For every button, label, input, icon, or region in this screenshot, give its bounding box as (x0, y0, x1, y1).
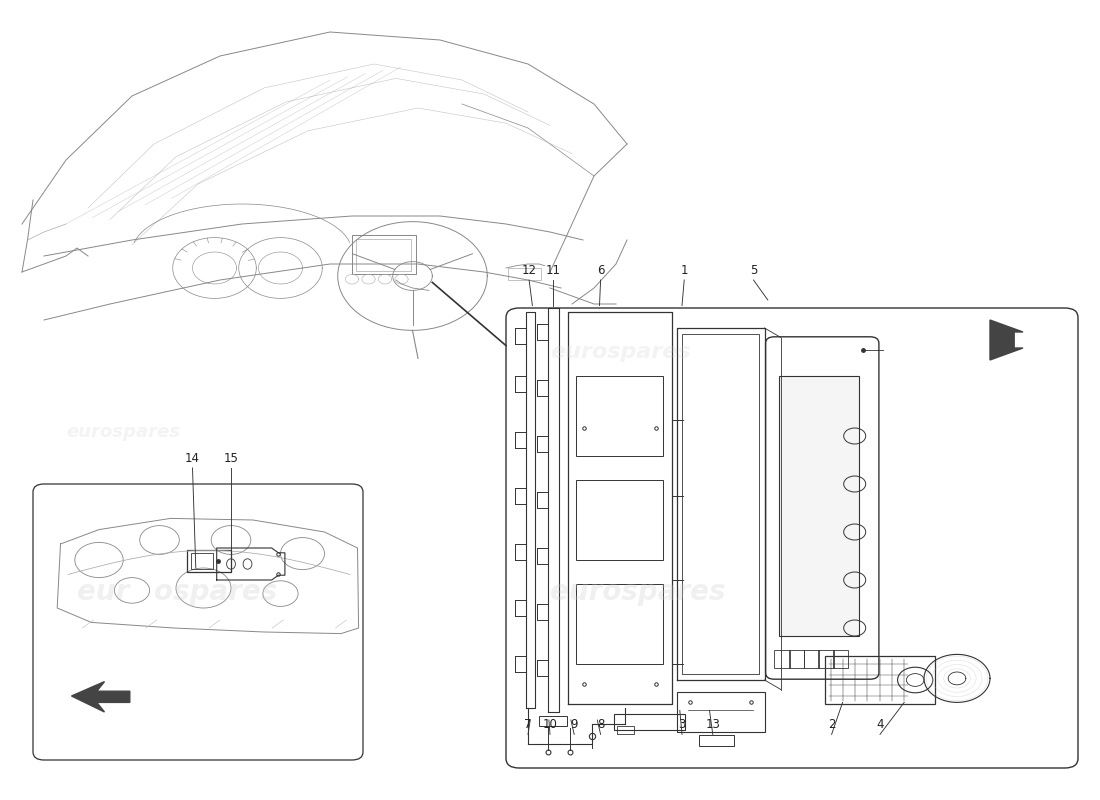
Bar (576, 376, 663, 456)
Polygon shape (990, 320, 1023, 360)
Bar (789, 650, 804, 668)
Text: 5: 5 (750, 264, 757, 277)
Bar (191, 553, 213, 569)
Bar (187, 550, 231, 572)
Text: 6: 6 (597, 264, 604, 277)
Bar (576, 584, 663, 664)
Text: 9: 9 (571, 718, 578, 731)
Text: 13: 13 (705, 718, 720, 731)
Text: 8: 8 (597, 718, 604, 731)
Bar (539, 716, 566, 726)
Text: eurospares: eurospares (66, 423, 180, 441)
Text: 10: 10 (542, 718, 558, 731)
Bar (682, 334, 759, 674)
Text: eur: eur (77, 578, 130, 606)
Text: 11: 11 (546, 264, 561, 277)
Bar (779, 376, 859, 636)
Bar (698, 735, 734, 746)
Text: 4: 4 (877, 718, 883, 731)
Text: 1: 1 (681, 264, 688, 277)
Bar (833, 650, 848, 668)
Polygon shape (72, 682, 130, 712)
Text: 3: 3 (679, 718, 685, 731)
Bar (818, 650, 834, 668)
Bar (676, 692, 764, 732)
Text: 2: 2 (828, 718, 835, 731)
Bar (352, 235, 416, 274)
Bar (356, 239, 411, 271)
Bar (614, 714, 685, 730)
Bar (508, 268, 541, 280)
Text: 7: 7 (525, 718, 531, 731)
Bar (617, 726, 634, 734)
Text: 12: 12 (521, 264, 537, 277)
Bar (825, 656, 935, 704)
Text: eurospares: eurospares (550, 578, 726, 606)
Text: eurospares: eurospares (550, 342, 691, 362)
Bar (774, 650, 790, 668)
Bar (803, 650, 818, 668)
Bar (576, 480, 663, 560)
Text: ospares: ospares (154, 578, 277, 606)
Text: 15: 15 (223, 452, 239, 465)
Text: 14: 14 (185, 452, 200, 465)
